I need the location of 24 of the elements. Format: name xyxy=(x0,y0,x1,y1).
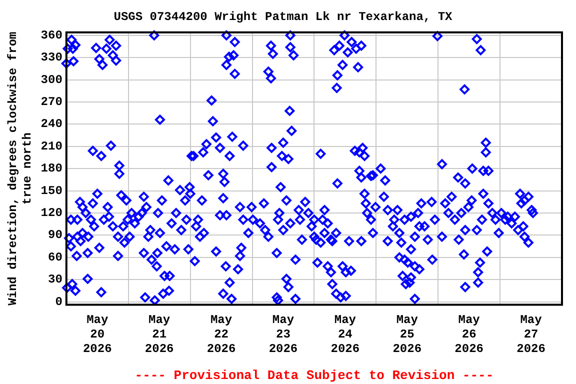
x-tick-label: May 25 2026 xyxy=(392,313,422,356)
y-tick-label: 90 xyxy=(48,228,62,242)
x-tick-label: May 22 2026 xyxy=(206,313,236,356)
y-tick-label: 60 xyxy=(48,250,62,264)
y-tick-label: 270 xyxy=(40,94,62,109)
y-tick-label: 360 xyxy=(40,28,62,42)
y-tick-label: 30 xyxy=(48,272,62,287)
x-tick-label: May 23 2026 xyxy=(268,313,298,356)
y-tick-label: 300 xyxy=(40,72,62,87)
x-tick-label: May 27 2026 xyxy=(516,313,546,356)
y-tick-label: 150 xyxy=(40,184,62,198)
x-tick-label: May 20 2026 xyxy=(82,313,112,356)
y-tick-label: 210 xyxy=(40,139,62,154)
y-tick-label: 120 xyxy=(40,206,62,220)
y-tick-label: 180 xyxy=(40,162,62,176)
y-axis-title: Wind direction, degrees clockwise from true north xyxy=(6,32,35,306)
y-tick-label: 240 xyxy=(40,117,62,132)
x-tick-label: May 21 2026 xyxy=(144,313,174,356)
text: ---- Provisional Data Subject to Revision ---- xyxy=(134,368,494,383)
chart-title: USGS 07344200 Wright Patman Lk nr Texarkana, TX xyxy=(114,10,454,24)
x-tick-label: May 26 2026 xyxy=(454,313,484,356)
y-tick-label: 0 xyxy=(55,294,62,309)
x-tick-label: May 24 2026 xyxy=(330,313,360,356)
y-tick-label: 330 xyxy=(40,50,62,65)
